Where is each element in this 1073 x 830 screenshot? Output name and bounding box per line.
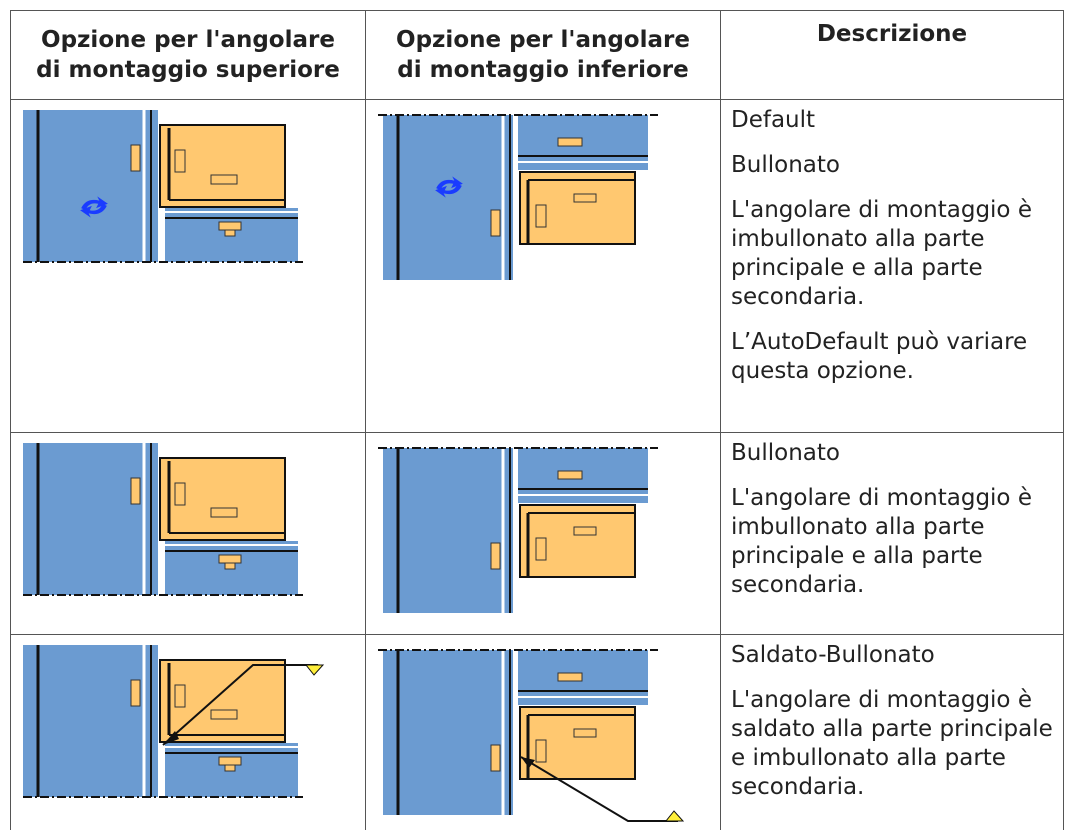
row: Saldato-Bullonato L'angolare di montaggi…	[11, 635, 1064, 830]
image-cell	[366, 100, 721, 433]
description-text: Default	[731, 106, 1055, 135]
connection-icon	[23, 645, 343, 805]
description-cell: Default Bullonato L'angolare di montaggi…	[721, 100, 1064, 433]
connection-icon	[378, 110, 668, 285]
image-cell	[366, 433, 721, 635]
description-text: L'angolare di montaggio è imbullonato al…	[731, 196, 1055, 312]
image-cell	[11, 635, 366, 830]
header-cell: Descrizione	[721, 11, 1064, 100]
connection-icon	[23, 110, 313, 270]
description-text: L'angolare di montaggio è imbullonato al…	[731, 484, 1055, 600]
header-text: di montaggio superiore	[11, 55, 365, 85]
description-text: L’AutoDefault può variare questa opzione…	[731, 328, 1055, 386]
header-text: Opzione per l'angolare	[366, 25, 720, 55]
row: Bullonato L'angolare di montaggio è imbu…	[11, 433, 1064, 635]
description-text: L'angolare di montaggio è saldato alla p…	[731, 686, 1055, 802]
row: Default Bullonato L'angolare di montaggi…	[11, 100, 1064, 433]
image-cell	[11, 433, 366, 635]
header-text: Opzione per l'angolare	[11, 25, 365, 55]
description-cell: Bullonato L'angolare di montaggio è imbu…	[721, 433, 1064, 635]
description-text: Bullonato	[731, 151, 1055, 180]
description-text: Saldato-Bullonato	[731, 641, 1055, 670]
description-text: Bullonato	[731, 439, 1055, 468]
connection-icon	[23, 443, 313, 603]
header-text: Descrizione	[721, 19, 1063, 49]
image-cell	[366, 635, 721, 830]
header-text: di montaggio inferiore	[366, 55, 720, 85]
connection-icon	[378, 645, 698, 830]
connection-icon	[378, 443, 668, 618]
image-cell	[11, 100, 366, 433]
description-cell: Saldato-Bullonato L'angolare di montaggi…	[721, 635, 1064, 830]
